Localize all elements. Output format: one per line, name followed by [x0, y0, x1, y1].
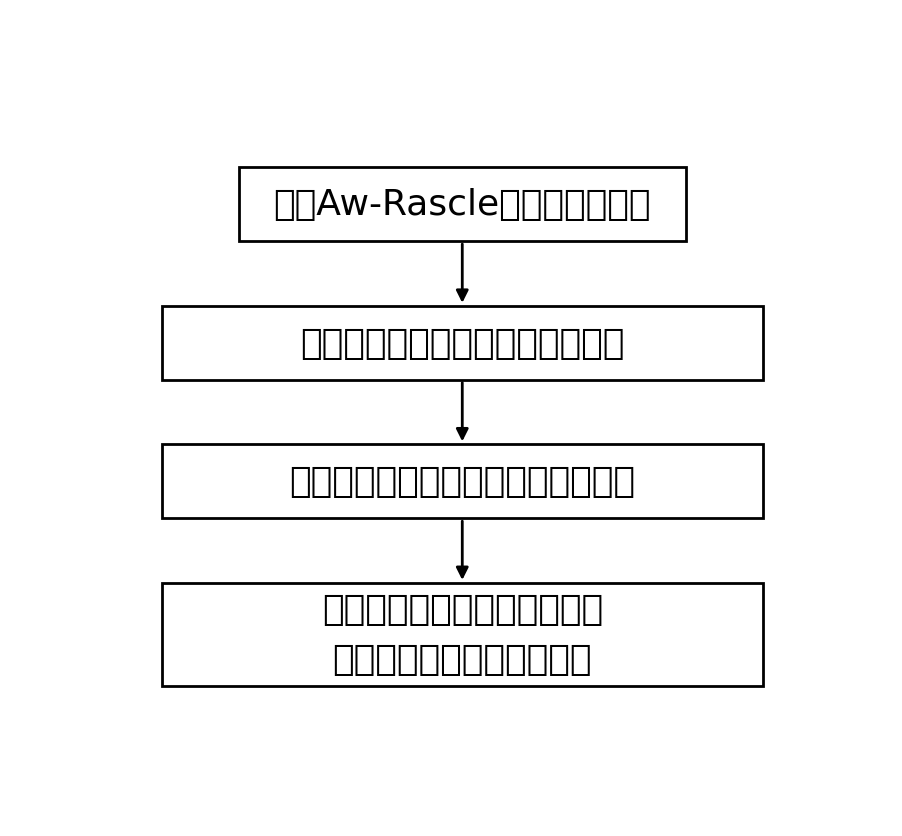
Text: 构建丁字路口人群疏散动力学模型: 构建丁字路口人群疏散动力学模型 — [300, 326, 624, 360]
Bar — [238, 168, 686, 242]
Bar — [161, 584, 763, 686]
Bar — [161, 445, 763, 518]
Text: 构建初始化人群密度的高斯分布模型: 构建初始化人群密度的高斯分布模型 — [290, 465, 635, 499]
Text: 建立Aw-Rascle人群动力学模型: 建立Aw-Rascle人群动力学模型 — [273, 188, 651, 222]
Bar — [161, 306, 763, 380]
Text: 改变高斯分布中心位置，仿真
获得踩踏风险最低的下客点: 改变高斯分布中心位置，仿真 获得踩踏风险最低的下客点 — [322, 593, 603, 676]
